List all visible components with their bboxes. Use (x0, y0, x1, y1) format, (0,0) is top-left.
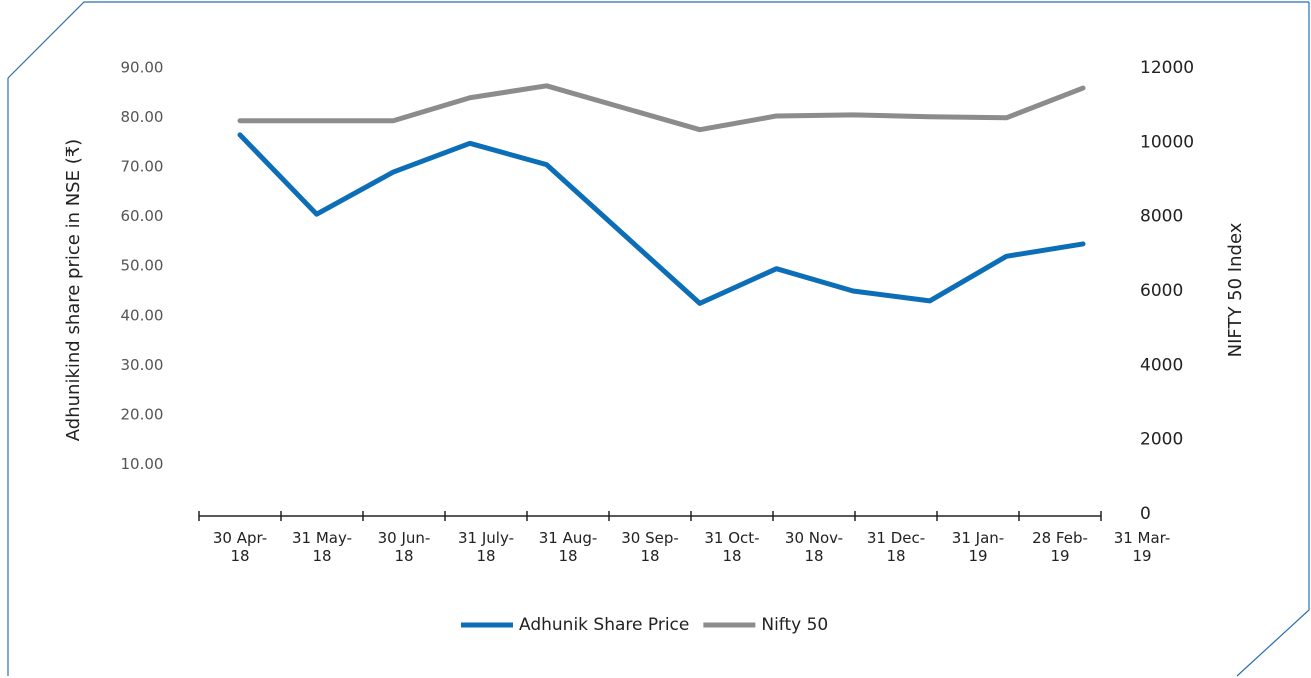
x-tick-label: 30 Sep-18 (621, 529, 679, 565)
y-tick-label: 60.00 (121, 207, 164, 225)
x-tick-label: 31 Dec-18 (867, 529, 925, 565)
y-tick-label: 50.00 (121, 257, 164, 275)
x-tick-label: 31 Oct-18 (704, 529, 759, 565)
frame (7, 1, 1309, 79)
y2-tick-label: 10000 (1140, 132, 1194, 152)
frame (1236, 600, 1310, 677)
y2-tick-label: 12000 (1140, 58, 1194, 78)
x-tick-label: 28 Feb-19 (1032, 529, 1088, 565)
y-axis-label: Adhunikind share price in NSE (₹) (63, 139, 84, 441)
y-tick-label: 80.00 (121, 108, 164, 126)
series-line (237, 132, 1086, 306)
x-tick-label: 31 May-18 (292, 529, 352, 565)
y2-axis-label: NIFTY 50 Index (1225, 222, 1246, 357)
y2-tick-label: 0 (1140, 504, 1151, 524)
x-tick-label: 30 Nov-18 (785, 529, 843, 565)
y2-tick-label: 4000 (1140, 355, 1183, 375)
series-line (237, 83, 1086, 133)
y2-tick-label: 8000 (1140, 207, 1183, 227)
y-tick-label: 90.00 (121, 59, 164, 77)
y2-tick-label: 6000 (1140, 281, 1183, 301)
y-tick-label: 10.00 (121, 455, 164, 473)
x-tick-label: 30 Apr-18 (213, 529, 267, 565)
x-tick-label: 31 Mar-19 (1114, 529, 1171, 565)
y-tick-label: 30.00 (121, 356, 164, 374)
y-tick-label: 20.00 (121, 405, 164, 423)
x-tick-label: 31 Jan-19 (952, 529, 1004, 565)
y-tick-label: 70.00 (121, 158, 164, 176)
y2-tick-label: 2000 (1140, 430, 1183, 450)
x-tick-label: 31 July-18 (458, 529, 514, 565)
x-tick-label: 30 Jun-18 (378, 529, 431, 565)
legend-label: Adhunik Share Price (519, 615, 689, 635)
legend-label: Nifty 50 (761, 615, 828, 635)
x-tick-label: 31 Aug-18 (539, 529, 598, 565)
y-tick-label: 40.00 (121, 306, 164, 324)
